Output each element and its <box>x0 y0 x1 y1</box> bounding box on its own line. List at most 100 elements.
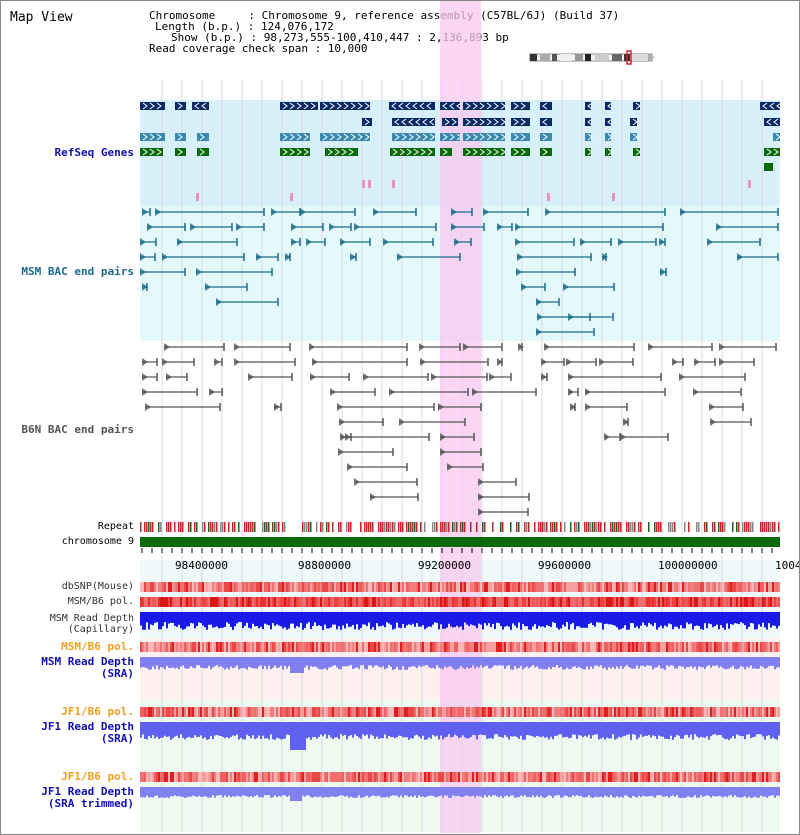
msm-depth-sra-bar <box>172 657 174 668</box>
dbsnp-heat <box>568 582 570 592</box>
msm-bac-pair-end <box>162 253 168 261</box>
jf1-depth-trim-bar <box>172 787 174 797</box>
jf1-b6-pol-trim-heat <box>492 772 494 782</box>
msm-depth-capillary-bar <box>478 612 480 624</box>
msm-b6-pol-sra-heat <box>532 642 534 652</box>
msm-b6-pol-sra-heat <box>478 642 480 652</box>
jf1-b6-pol-heat <box>530 707 532 717</box>
msm-depth-capillary-bar <box>216 612 218 627</box>
b6n-bac-pair-end <box>274 403 280 411</box>
jf1-b6-pol-trim-heat <box>702 772 704 782</box>
track-label-msm-bac[interactable]: MSM BAC end pairs <box>21 265 134 278</box>
msm-depth-capillary-bar <box>686 612 688 623</box>
dbsnp-heat <box>386 582 388 592</box>
jf1-b6-pol-heat <box>562 707 564 717</box>
msm-b6-pol-sra-heat <box>318 642 320 652</box>
jf1-depth-sra-bar <box>192 722 194 738</box>
msm-depth-capillary-bar <box>238 612 240 623</box>
msm-b6-pol-heat <box>620 597 622 607</box>
msm-b6-pol-heat <box>236 597 238 607</box>
repeat-element <box>454 522 456 532</box>
b6n-bac-pair-end <box>142 388 148 396</box>
msm-b6-pol-heat <box>158 597 160 607</box>
msm-b6-pol-heat <box>624 597 626 607</box>
dbsnp-heat <box>228 582 230 592</box>
jf1-depth-sra-bar <box>406 722 408 738</box>
msm-b6-pol-heat <box>182 597 184 607</box>
msm-depth-capillary-bar <box>376 612 378 624</box>
dbsnp-heat <box>374 582 376 592</box>
jf1-depth-sra-bar <box>164 722 166 736</box>
jf1-depth-trim-bar <box>174 787 176 796</box>
msm-depth-sra-bar <box>358 657 360 670</box>
jf1-depth-trim-bar <box>752 787 754 798</box>
jf1-b6-pol-heat <box>152 707 154 717</box>
msm-depth-sra-bar <box>220 657 222 667</box>
repeat-element <box>654 522 656 532</box>
jf1-depth-trim-bar <box>312 787 314 798</box>
msm-depth-capillary-bar <box>452 612 454 628</box>
msm-b6-pol-heat <box>714 597 716 607</box>
jf1-b6-pol-trim-heat <box>316 772 318 782</box>
jf1-b6-pol-trim-heat <box>292 772 294 782</box>
jf1-b6-pol-heat <box>432 707 434 717</box>
jf1-b6-pol-heat <box>738 707 740 717</box>
msm-depth-sra-bar <box>150 657 152 670</box>
msm-depth-sra-bar <box>278 657 280 668</box>
jf1-depth-sra-bar <box>722 722 724 738</box>
track-label-jf1-b6-pol: JF1/B6 pol. <box>61 705 134 718</box>
msm-depth-capillary-bar <box>170 612 172 623</box>
msm-depth-capillary-bar <box>560 612 562 629</box>
repeat-element <box>372 522 374 532</box>
jf1-b6-pol-heat <box>194 707 196 717</box>
msm-b6-pol-sra-heat <box>670 642 672 652</box>
strand-arrow <box>472 102 478 110</box>
jf1-b6-pol-trim-heat <box>694 772 696 782</box>
msm-depth-capillary-bar <box>326 612 328 629</box>
jf1-depth-trim-bar <box>602 787 604 798</box>
msm-depth-sra-bar <box>428 657 430 668</box>
msm-bac-pair-end <box>454 238 460 246</box>
jf1-depth-trim-bar <box>740 787 742 798</box>
msm-depth-capillary-bar <box>442 612 444 629</box>
dbsnp-heat <box>524 582 526 592</box>
msm-depth-sra-bar <box>724 657 726 670</box>
msm-b6-pol-sra-heat <box>428 642 430 652</box>
jf1-b6-pol-heat <box>374 707 376 717</box>
jf1-b6-pol-trim-heat <box>672 772 674 782</box>
jf1-depth-sra-bar <box>208 722 210 740</box>
msm-b6-pol-heat <box>322 597 324 607</box>
msm-b6-pol-heat <box>532 597 534 607</box>
strand-arrow <box>472 118 478 126</box>
track-label-refseq[interactable]: RefSeq Genes <box>54 146 134 159</box>
jf1-depth-trim-bar <box>458 787 460 796</box>
jf1-depth-sra-bar <box>380 722 382 739</box>
jf1-b6-pol-trim-heat <box>488 772 490 782</box>
strand-arrow <box>451 118 457 126</box>
jf1-b6-pol-trim-heat <box>330 772 332 782</box>
msm-b6-pol-sra-heat <box>574 642 576 652</box>
jf1-depth-sra-bar <box>728 722 730 740</box>
track-label-b6n-bac[interactable]: B6N BAC end pairs <box>21 423 134 436</box>
jf1-depth-sra-bar <box>514 722 516 737</box>
jf1-b6-pol-heat <box>692 707 694 717</box>
strand-arrow <box>149 148 155 156</box>
msm-depth-capillary-bar <box>628 612 630 630</box>
jf1-depth-sra-bar <box>370 722 372 735</box>
msm-b6-pol-heat <box>306 597 308 607</box>
jf1-b6-pol-trim-heat <box>448 772 450 782</box>
jf1-depth-trim-bar <box>766 787 768 798</box>
repeat-element <box>210 522 212 532</box>
msm-depth-capillary-bar <box>568 612 570 630</box>
repeat-element <box>596 522 598 532</box>
jf1-depth-sra-bar <box>344 722 346 735</box>
msm-depth-capillary-bar <box>766 612 768 630</box>
jf1-depth-sra-bar <box>550 722 552 737</box>
jf1-b6-pol-trim-heat <box>546 772 548 782</box>
jf1-b6-pol-heat <box>224 707 226 717</box>
jf1-depth-sra-bar <box>390 722 392 738</box>
dbsnp-heat <box>636 582 638 592</box>
msm-depth-sra-bar <box>742 657 744 668</box>
strand-arrow <box>401 118 407 126</box>
